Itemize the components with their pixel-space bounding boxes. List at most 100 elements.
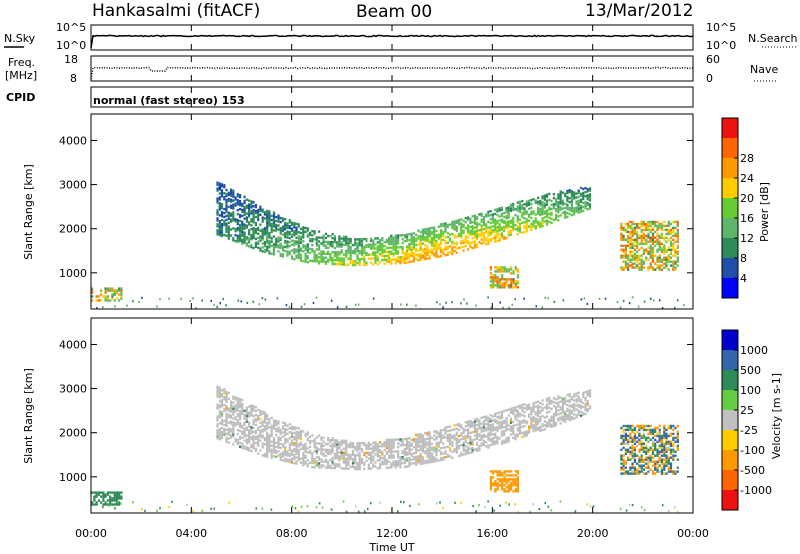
echo-cell [505, 225, 508, 228]
echo-cell [261, 412, 264, 415]
echo-cell [118, 503, 121, 506]
echo-cell [351, 259, 355, 263]
echo-cell [525, 200, 528, 203]
echo-cell [489, 488, 492, 491]
echo-cell [455, 225, 458, 228]
echo-cell [349, 241, 352, 245]
echo-cell [496, 282, 499, 285]
echo-cell [250, 426, 253, 429]
echo-cell [633, 458, 636, 461]
echo-cell [537, 410, 540, 413]
echo-cell [259, 429, 262, 432]
echo-cell [216, 197, 219, 200]
echo-cell [241, 242, 244, 245]
echo-cell [245, 438, 248, 441]
echo-cell [277, 240, 280, 243]
echo-cell [261, 216, 264, 219]
echo-cell [295, 456, 298, 459]
echo-cell [232, 413, 235, 416]
echo-cell [543, 202, 546, 205]
echo-cell [220, 395, 224, 398]
echo-cell [487, 214, 490, 217]
echo-cell [290, 257, 294, 260]
echo-cell [322, 256, 325, 259]
echo-cell [268, 244, 271, 247]
echo-cell [620, 462, 623, 465]
echo-cell [311, 248, 314, 251]
echo-cell [257, 426, 260, 430]
echo-cell [268, 448, 271, 451]
echo-cell [290, 453, 294, 456]
echo-cell [403, 261, 406, 265]
echo-cell [230, 422, 233, 425]
echo-cell [435, 449, 438, 453]
echo-cell [494, 440, 497, 443]
echo-cell [338, 457, 341, 460]
echo-cell [645, 256, 648, 259]
echo-cell [111, 497, 114, 500]
echo-cell [347, 467, 350, 470]
echo-cell [628, 503, 631, 506]
echo-cell [95, 491, 98, 494]
echo-cell [297, 443, 300, 446]
echo-cell [428, 241, 431, 244]
echo-cell [582, 401, 585, 405]
echo-cell [327, 448, 330, 452]
echo-cell [313, 256, 316, 259]
echo-cell [266, 209, 269, 213]
echo-cell [234, 396, 237, 399]
echo-cell [619, 507, 622, 510]
echo-cell [412, 256, 415, 259]
echo-cell [672, 470, 675, 473]
echo-cell [421, 236, 424, 239]
echo-cell [261, 428, 264, 431]
echo-cell [270, 450, 273, 453]
echo-cell [487, 424, 490, 427]
echo-cell [514, 435, 517, 439]
echo-cell [336, 447, 339, 450]
echo-cell [230, 406, 233, 409]
echo-cell [367, 257, 370, 260]
echo-cell [624, 436, 627, 440]
echo-cell [633, 266, 636, 269]
echo-cell [544, 501, 547, 505]
echo-cell [464, 438, 467, 442]
echo-cell [239, 423, 242, 427]
echo-cell [435, 451, 438, 455]
echo-cell [665, 248, 668, 251]
echo-cell [489, 227, 492, 231]
echo-cell [428, 453, 431, 456]
echo-cell [642, 426, 645, 430]
echo-cell [322, 240, 325, 243]
echo-cell [322, 436, 325, 439]
echo-cell [503, 215, 506, 219]
echo-cell [401, 444, 404, 447]
echo-cell [534, 423, 537, 426]
echo-cell [467, 248, 470, 251]
echo-cell [476, 437, 479, 441]
echo-cell [651, 266, 655, 269]
echo-cell [329, 256, 332, 260]
echo-cell [250, 204, 253, 207]
echo-cell [372, 445, 375, 448]
echo-cell [674, 220, 677, 224]
freq-left-tick-top: 18 [64, 53, 78, 66]
echo-cell [424, 432, 427, 435]
echo-cell [250, 445, 253, 449]
echo-cell [649, 428, 652, 432]
echo-cell [299, 431, 303, 435]
echo-cell [528, 215, 531, 218]
echo-cell [579, 198, 583, 201]
echo-cell [410, 234, 413, 237]
echo-cell [496, 472, 499, 475]
echo-cell [503, 237, 506, 240]
echo-cell [236, 226, 239, 230]
echo-cell [261, 430, 264, 433]
echo-cell [220, 226, 224, 230]
echo-cell [510, 268, 513, 271]
echo-cell [266, 245, 269, 248]
echo-cell [248, 429, 251, 432]
echo-cell [663, 428, 666, 432]
echo-cell [324, 450, 327, 453]
